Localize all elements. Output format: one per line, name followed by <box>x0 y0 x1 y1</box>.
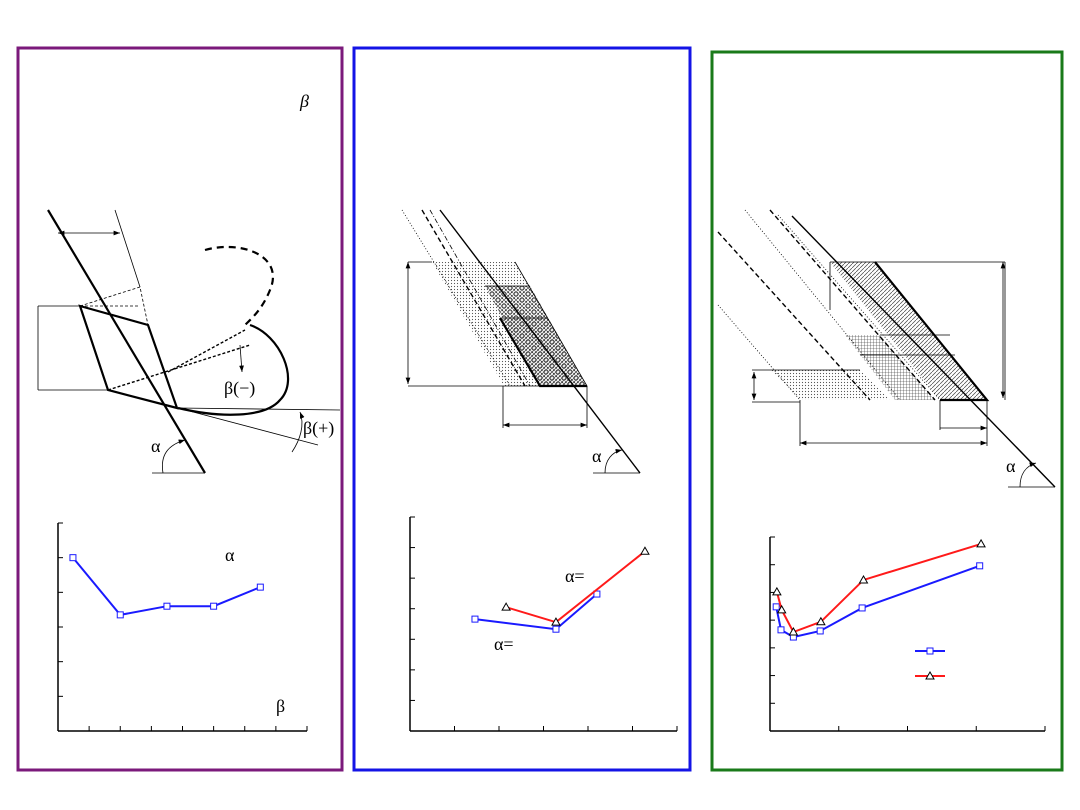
legend-marker <box>925 670 935 680</box>
angle-label: α <box>1006 456 1016 476</box>
data-point <box>501 602 511 611</box>
data-point <box>976 538 986 548</box>
data-point <box>551 617 561 626</box>
angle-label: β(−) <box>224 378 255 399</box>
panel-title: β <box>299 91 309 111</box>
diagram-cutting <box>37 209 341 474</box>
diagram-layers <box>401 209 641 474</box>
annotation: β <box>276 696 285 716</box>
data-point <box>816 627 824 635</box>
data-point <box>471 615 479 623</box>
series-line <box>775 564 981 639</box>
panel-frame <box>710 50 1064 772</box>
data-point <box>772 603 780 611</box>
data-point <box>593 590 601 598</box>
data-point <box>552 625 560 633</box>
data-point <box>772 586 782 596</box>
annotation: α= <box>494 634 514 654</box>
data-point <box>163 602 171 610</box>
diagram-layers-multi <box>717 209 1056 488</box>
panel-frame <box>16 46 344 772</box>
panel-frame <box>352 46 692 772</box>
legend-marker <box>926 647 934 655</box>
series-line <box>474 593 598 631</box>
data-point <box>776 604 787 614</box>
data-point <box>256 583 264 591</box>
angle-label: α <box>151 436 161 456</box>
data-point <box>210 602 218 610</box>
data-point <box>640 546 650 555</box>
data-point <box>69 554 77 562</box>
data-point <box>976 562 984 570</box>
annotation: α <box>225 545 235 565</box>
annotation: α= <box>565 566 585 586</box>
angle-label: β(+) <box>303 418 334 439</box>
data-point <box>858 574 869 584</box>
data-point <box>816 616 826 626</box>
data-point <box>788 627 799 636</box>
data-point <box>777 626 785 634</box>
data-point <box>858 604 866 612</box>
series-line <box>775 542 982 634</box>
data-point <box>116 611 124 619</box>
angle-label: α <box>592 446 602 466</box>
